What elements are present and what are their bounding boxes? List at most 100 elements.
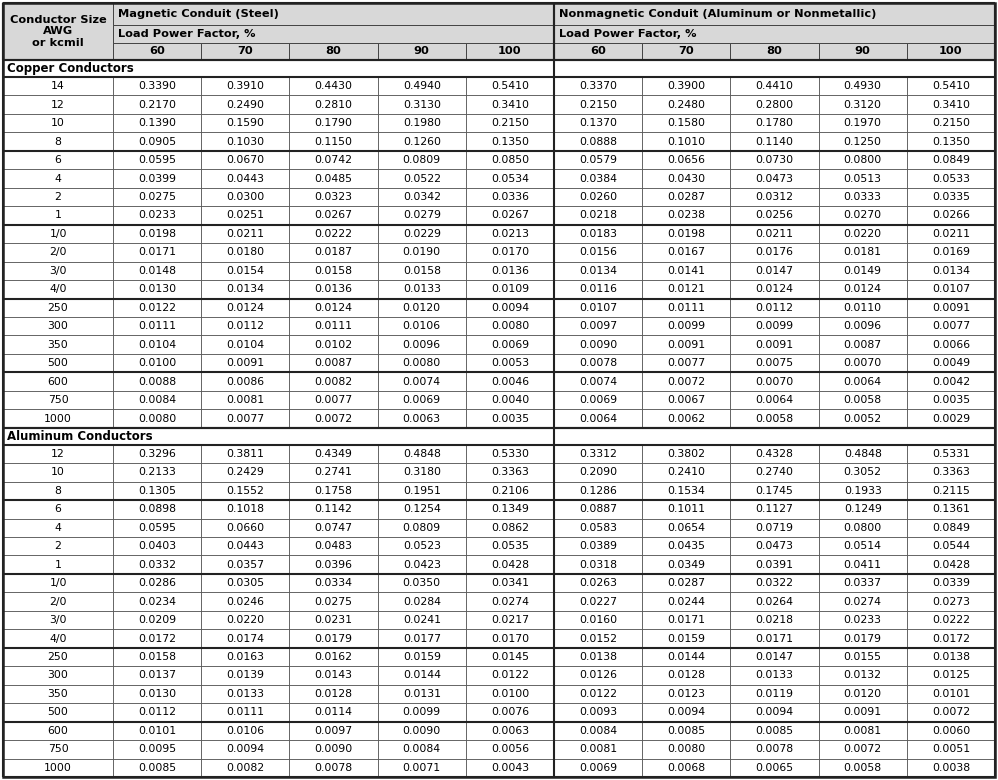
Bar [643, 722, 731, 740]
Bar [466, 335, 554, 354]
Bar [202, 77, 289, 95]
Text: 6: 6 [55, 155, 62, 165]
Bar [202, 445, 289, 463]
Bar [113, 3, 554, 25]
Text: 0.1286: 0.1286 [579, 486, 617, 496]
Text: 90: 90 [854, 47, 870, 56]
Bar [907, 225, 995, 243]
Bar [202, 280, 289, 299]
Text: 0.0595: 0.0595 [138, 523, 177, 533]
Text: 0.0058: 0.0058 [755, 413, 793, 424]
Bar [113, 537, 202, 555]
Bar [202, 481, 289, 500]
Text: 0.0072: 0.0072 [843, 744, 882, 754]
Text: 0.0143: 0.0143 [314, 671, 352, 680]
Text: 0.3363: 0.3363 [491, 467, 529, 477]
Bar [3, 703, 113, 722]
Text: 0.3802: 0.3802 [668, 449, 706, 459]
Text: 0.0155: 0.0155 [843, 652, 881, 662]
Text: 0.0158: 0.0158 [403, 266, 441, 276]
Text: 0.0138: 0.0138 [932, 652, 970, 662]
Bar [818, 740, 907, 758]
Bar [907, 555, 995, 574]
Bar [113, 151, 202, 169]
Bar [818, 335, 907, 354]
Bar [731, 391, 818, 410]
Bar [554, 25, 995, 43]
Text: Load Power Factor, %: Load Power Factor, % [118, 29, 255, 39]
Bar [466, 445, 554, 463]
Text: 80: 80 [766, 47, 782, 56]
Text: 0.0231: 0.0231 [314, 615, 352, 625]
Bar [554, 243, 643, 261]
Text: 0.0428: 0.0428 [932, 560, 970, 569]
Text: 0.0090: 0.0090 [314, 744, 352, 754]
Text: 0.0091: 0.0091 [227, 358, 264, 368]
Bar [731, 151, 818, 169]
Bar [3, 758, 113, 777]
Bar [643, 758, 731, 777]
Text: 0.0144: 0.0144 [403, 671, 441, 680]
Bar [289, 335, 377, 354]
Bar [3, 722, 113, 740]
Text: 0.0222: 0.0222 [314, 229, 352, 239]
Text: 0.0124: 0.0124 [755, 284, 793, 294]
Bar [3, 3, 113, 60]
Bar [466, 703, 554, 722]
Text: 0.0072: 0.0072 [668, 377, 706, 387]
Bar [202, 463, 289, 481]
Text: 0.0887: 0.0887 [579, 505, 617, 514]
Bar [554, 445, 643, 463]
Text: 0.0067: 0.0067 [668, 395, 706, 405]
Bar [554, 611, 643, 629]
Text: 0.0167: 0.0167 [668, 247, 706, 257]
Text: 0.0209: 0.0209 [138, 615, 177, 625]
Bar [289, 463, 377, 481]
Bar [818, 169, 907, 188]
Text: 0.0534: 0.0534 [491, 173, 529, 183]
Text: 0.0111: 0.0111 [138, 321, 177, 331]
Bar [818, 354, 907, 372]
Bar [818, 537, 907, 555]
Text: 0.0234: 0.0234 [138, 597, 177, 607]
Text: 0.0077: 0.0077 [668, 358, 706, 368]
Text: 8: 8 [55, 136, 62, 147]
Bar [377, 372, 466, 391]
Bar [289, 647, 377, 666]
Bar [289, 537, 377, 555]
Bar [643, 206, 731, 225]
Text: 0.3180: 0.3180 [403, 467, 441, 477]
Bar [643, 354, 731, 372]
Text: 0.0128: 0.0128 [668, 671, 706, 680]
Text: 0.0270: 0.0270 [843, 211, 882, 221]
Bar [907, 151, 995, 169]
Bar [466, 555, 554, 574]
Text: 0.0084: 0.0084 [138, 395, 177, 405]
Text: 0.0091: 0.0091 [668, 339, 706, 349]
Text: 0.0172: 0.0172 [932, 633, 970, 643]
Bar [377, 206, 466, 225]
Bar [113, 243, 202, 261]
Bar [731, 481, 818, 500]
Text: 0.0163: 0.0163 [227, 652, 264, 662]
Bar [818, 611, 907, 629]
Text: 0.0523: 0.0523 [403, 541, 441, 551]
Text: 0.3410: 0.3410 [491, 100, 529, 110]
Text: 0.0147: 0.0147 [755, 652, 793, 662]
Bar [643, 410, 731, 427]
Bar [113, 372, 202, 391]
Text: 0.1030: 0.1030 [227, 136, 264, 147]
Bar [466, 225, 554, 243]
Text: 0.0198: 0.0198 [138, 229, 177, 239]
Bar [818, 77, 907, 95]
Text: 100: 100 [498, 47, 522, 56]
Bar [907, 335, 995, 354]
Bar [466, 574, 554, 592]
Bar [818, 555, 907, 574]
Bar [818, 519, 907, 537]
Text: 0.0389: 0.0389 [579, 541, 617, 551]
Text: 0.0131: 0.0131 [403, 689, 441, 699]
Text: 0.1780: 0.1780 [755, 118, 793, 128]
Bar [731, 243, 818, 261]
Text: 0.0332: 0.0332 [138, 560, 177, 569]
